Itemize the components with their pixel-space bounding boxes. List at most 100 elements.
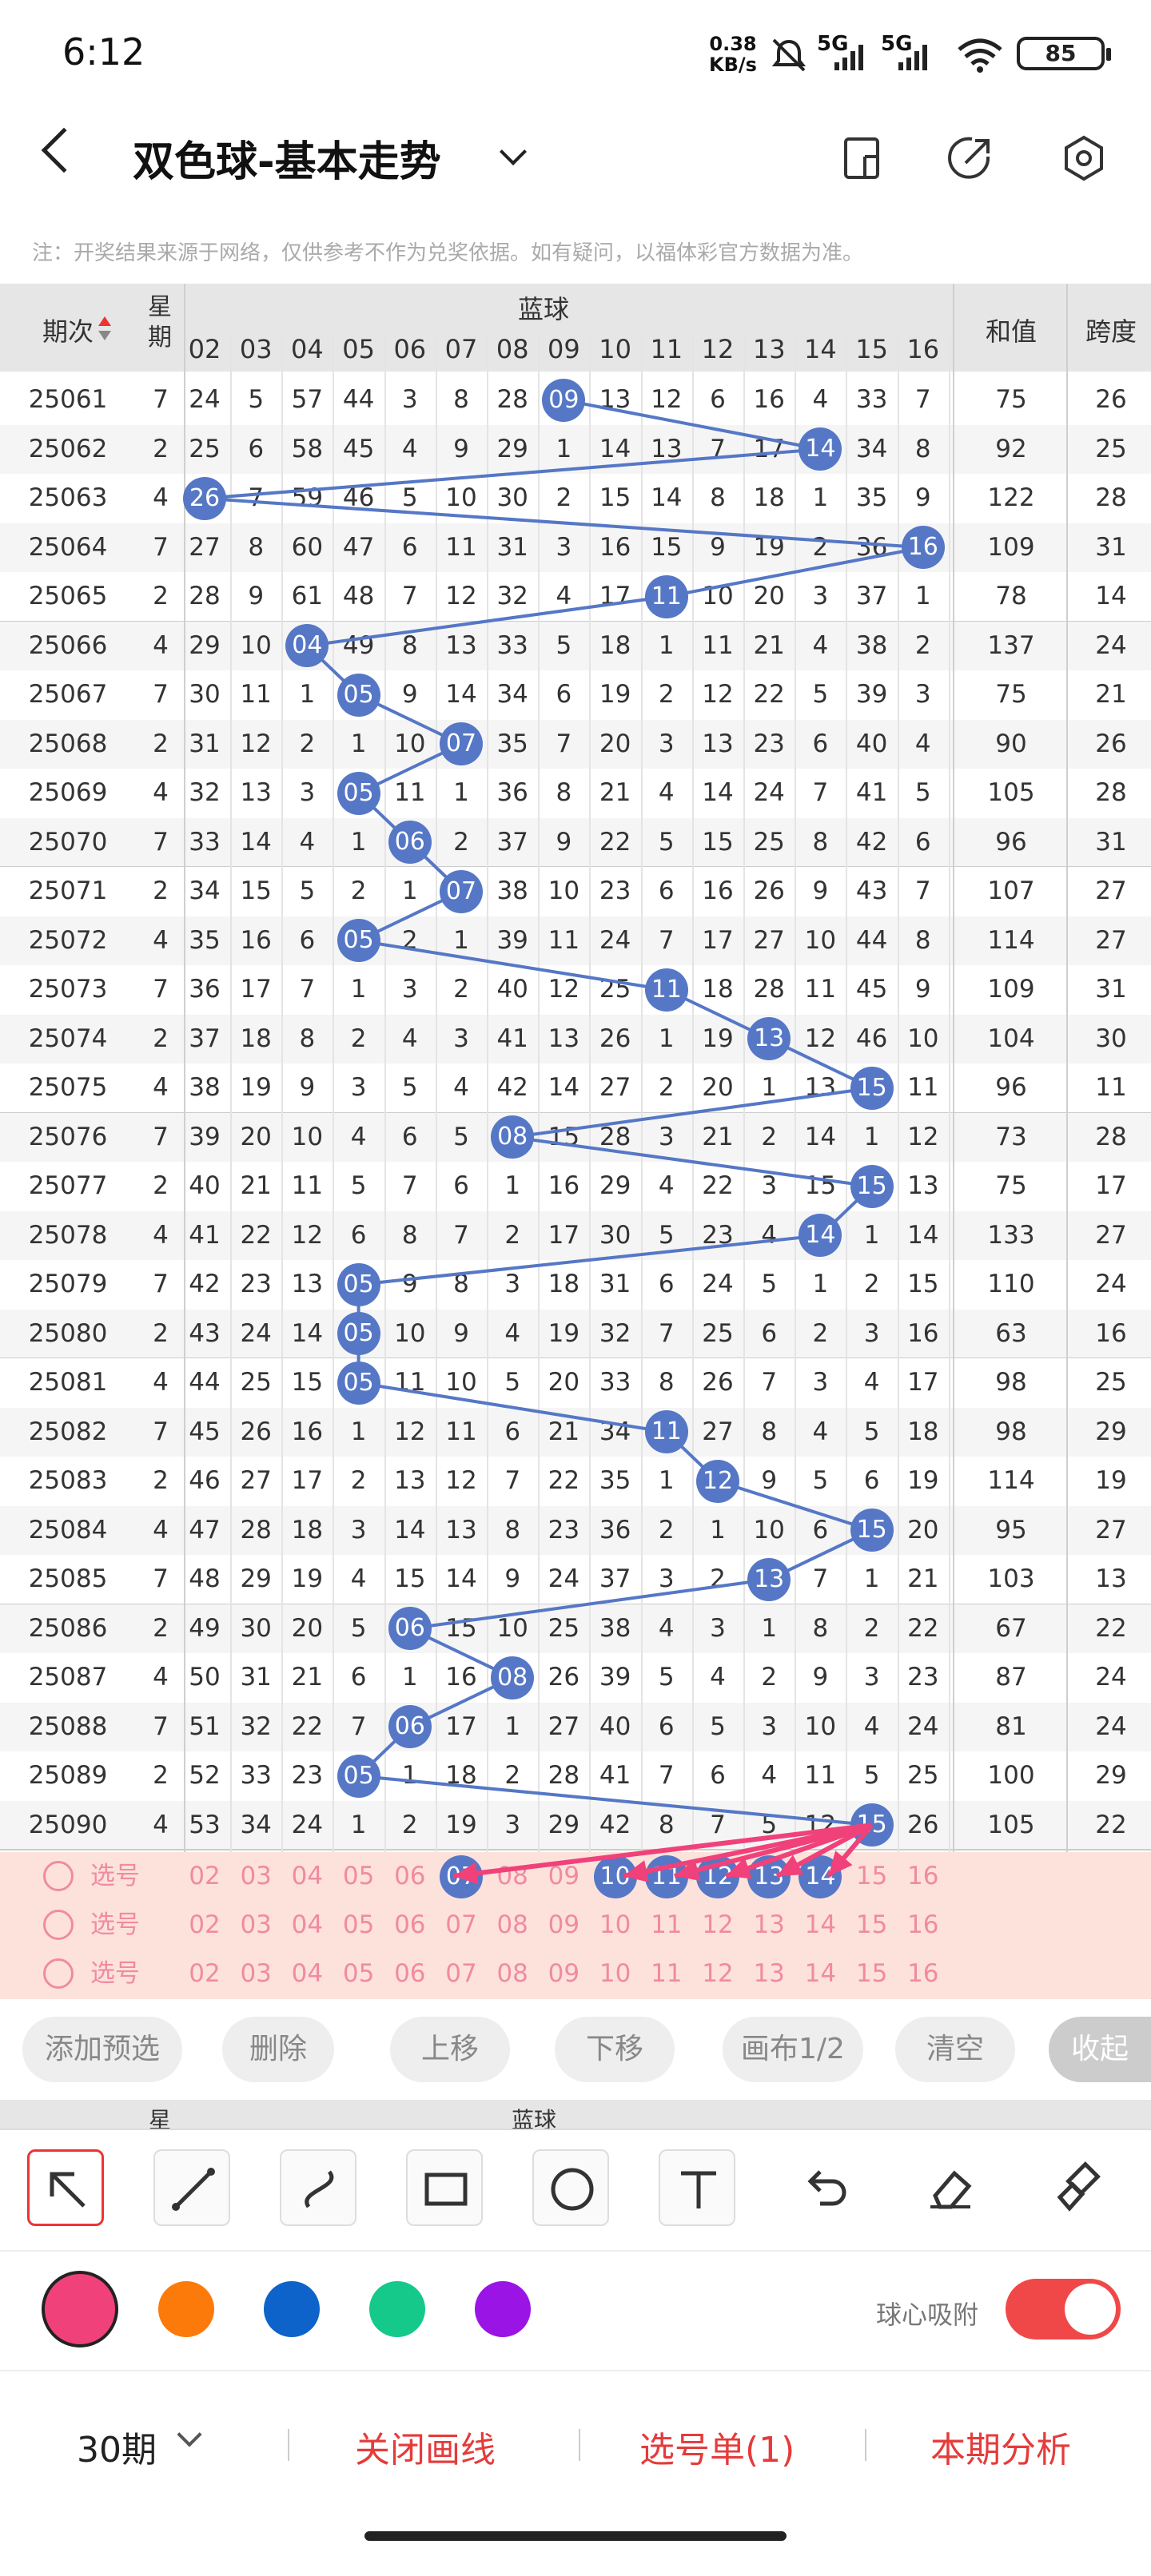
tool-pointer-arrow[interactable] — [27, 2149, 104, 2226]
hit-ball[interactable]: 06 — [388, 1705, 432, 1749]
select-number[interactable]: 07 — [445, 1959, 477, 1988]
picked-ball[interactable]: 13 — [747, 1855, 791, 1898]
hit-ball[interactable]: 05 — [337, 771, 380, 815]
hit-ball[interactable]: 26 — [183, 476, 226, 520]
hit-ball[interactable]: 05 — [337, 673, 380, 717]
hit-ball[interactable]: 16 — [901, 526, 945, 570]
hit-ball[interactable]: 13 — [747, 1017, 791, 1061]
select-number[interactable]: 10 — [599, 1959, 631, 1988]
action-button-2[interactable]: 上移 — [390, 2017, 510, 2082]
select-number[interactable]: 02 — [189, 1910, 221, 1939]
share-icon[interactable] — [945, 133, 996, 184]
select-number[interactable]: 12 — [702, 1959, 734, 1988]
select-number[interactable]: 06 — [394, 1910, 426, 1939]
select-number[interactable]: 13 — [753, 1959, 785, 1988]
select-number[interactable]: 12 — [702, 1910, 734, 1939]
select-number[interactable]: 10 — [599, 1910, 631, 1939]
select-number[interactable]: 08 — [496, 1910, 528, 1939]
select-number[interactable]: 05 — [342, 1959, 375, 1988]
action-button-5[interactable]: 清空 — [895, 2017, 1015, 2082]
select-radio[interactable] — [43, 1861, 74, 1891]
hit-ball[interactable]: 06 — [388, 821, 432, 865]
hit-ball[interactable]: 04 — [285, 624, 329, 668]
select-number[interactable]: 02 — [189, 1862, 221, 1890]
hit-ball[interactable]: 15 — [850, 1509, 894, 1552]
select-number[interactable]: 05 — [342, 1862, 375, 1890]
hit-ball[interactable]: 08 — [491, 1656, 535, 1699]
hit-ball[interactable]: 06 — [388, 1607, 432, 1651]
select-number[interactable]: 02 — [189, 1959, 221, 1988]
period-selector[interactable]: 30期 — [77, 2421, 157, 2472]
tool-line[interactable] — [153, 2149, 230, 2226]
tool-rectangle[interactable] — [406, 2149, 483, 2226]
hit-ball[interactable]: 07 — [440, 869, 483, 913]
select-number[interactable]: 08 — [496, 1959, 528, 1988]
settings-icon[interactable] — [1058, 133, 1109, 184]
select-number[interactable]: 06 — [394, 1959, 426, 1988]
hit-ball[interactable]: 07 — [440, 722, 483, 766]
action-button-4[interactable]: 画布1/2 — [723, 2017, 863, 2082]
hit-ball[interactable]: 05 — [337, 1312, 380, 1356]
tool-text[interactable] — [659, 2149, 735, 2226]
page-title[interactable]: 双色球-基本走势 — [133, 138, 441, 186]
select-number[interactable]: 15 — [855, 1910, 888, 1939]
select-radio[interactable] — [43, 1910, 74, 1940]
select-number[interactable]: 14 — [804, 1910, 837, 1939]
tool-undo[interactable] — [785, 2149, 862, 2226]
select-number[interactable]: 03 — [240, 1959, 272, 1988]
tool-circle[interactable] — [532, 2149, 609, 2226]
select-number[interactable]: 16 — [907, 1959, 939, 1988]
select-number[interactable]: 16 — [907, 1910, 939, 1939]
snap-toggle[interactable] — [1006, 2279, 1121, 2339]
sort-icon[interactable] — [98, 315, 112, 342]
action-button-1[interactable]: 删除 — [222, 2017, 334, 2082]
select-radio[interactable] — [43, 1958, 74, 1989]
select-number[interactable]: 15 — [855, 1959, 888, 1988]
hit-ball[interactable]: 12 — [696, 1459, 739, 1503]
select-number[interactable]: 14 — [804, 1959, 837, 1988]
hit-ball[interactable]: 15 — [850, 1164, 894, 1208]
color-swatch-3[interactable] — [369, 2281, 425, 2337]
select-number[interactable]: 05 — [342, 1910, 375, 1939]
phone-screen-icon[interactable] — [838, 133, 889, 184]
select-number[interactable]: 09 — [548, 1862, 580, 1890]
select-number[interactable]: 13 — [753, 1910, 785, 1939]
select-number[interactable]: 06 — [394, 1862, 426, 1890]
tool-curve[interactable] — [280, 2149, 356, 2226]
hit-ball[interactable]: 13 — [747, 1557, 791, 1601]
ticket-button[interactable]: 选号单(1) — [639, 2430, 795, 2471]
color-swatch-2[interactable] — [264, 2281, 320, 2337]
color-swatch-4[interactable] — [475, 2281, 531, 2337]
color-swatch-1[interactable] — [158, 2281, 214, 2337]
select-number[interactable]: 07 — [445, 1910, 477, 1939]
select-number[interactable]: 03 — [240, 1910, 272, 1939]
hit-ball[interactable]: 05 — [337, 1754, 380, 1798]
select-number[interactable]: 11 — [651, 1910, 683, 1939]
select-number[interactable]: 09 — [548, 1910, 580, 1939]
picked-ball[interactable]: 10 — [593, 1855, 637, 1898]
close-draw-button[interactable]: 关闭画线 — [355, 2430, 496, 2471]
hit-ball[interactable]: 08 — [491, 1115, 535, 1159]
color-swatch-0[interactable] — [42, 2271, 118, 2347]
select-number[interactable]: 04 — [291, 1959, 324, 1988]
hit-ball[interactable]: 14 — [799, 427, 842, 471]
select-number[interactable]: 04 — [291, 1910, 324, 1939]
hit-ball[interactable]: 11 — [644, 574, 688, 618]
tool-eraser[interactable] — [911, 2149, 988, 2226]
hit-ball[interactable]: 09 — [542, 378, 586, 422]
select-number[interactable]: 15 — [855, 1862, 888, 1890]
hit-ball[interactable]: 14 — [799, 1214, 842, 1258]
select-number[interactable]: 11 — [651, 1959, 683, 1988]
hit-ball[interactable]: 15 — [850, 1066, 894, 1110]
select-number[interactable]: 03 — [240, 1862, 272, 1890]
action-button-0[interactable]: 添加预选 — [22, 2017, 182, 2082]
action-button-3[interactable]: 下移 — [555, 2017, 675, 2082]
header-period[interactable]: 期次 — [24, 312, 112, 348]
tool-clear-brush[interactable] — [1037, 2149, 1114, 2226]
select-number[interactable]: 16 — [907, 1862, 939, 1890]
hit-ball[interactable]: 05 — [337, 919, 380, 963]
hit-ball[interactable]: 05 — [337, 1262, 380, 1306]
action-button-6[interactable]: 收起 — [1049, 2017, 1151, 2082]
select-number[interactable]: 09 — [548, 1959, 580, 1988]
analysis-button[interactable]: 本期分析 — [930, 2430, 1071, 2471]
